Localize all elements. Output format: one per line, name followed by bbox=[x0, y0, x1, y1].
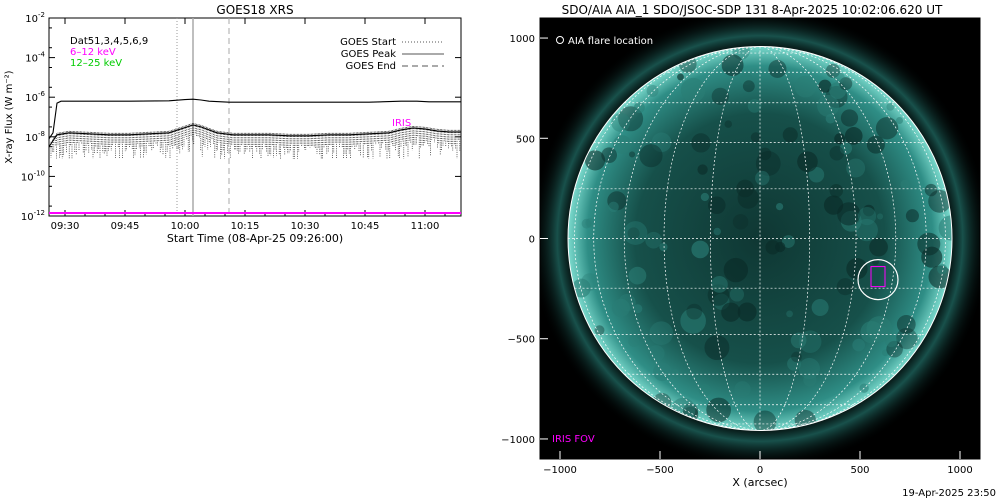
x-tick-label: 10:45 bbox=[351, 221, 380, 232]
flare-location-legend-icon bbox=[556, 36, 564, 44]
legend-left-entry: 6–12 keV bbox=[70, 47, 116, 58]
longitude-line bbox=[593, 46, 761, 431]
longitude-line bbox=[759, 46, 897, 431]
longitude-line bbox=[759, 46, 927, 431]
noise-spikes bbox=[50, 123, 461, 159]
x-tick-label: −500 bbox=[646, 465, 673, 476]
iris-fov-box bbox=[870, 266, 886, 288]
goes-plot-frame bbox=[48, 17, 462, 217]
y-tick-label: 1000 bbox=[510, 34, 535, 45]
y-tick-label: −1000 bbox=[501, 435, 535, 446]
x-tick-label: 10:30 bbox=[291, 221, 320, 232]
goes-x-axis: 09:30 09:45 10:00 10:15 10:30 10:45 11:00 bbox=[51, 18, 446, 232]
longitude-line bbox=[663, 46, 761, 431]
y-tick-label: 10-4 bbox=[25, 51, 45, 65]
y-tick-label: 0 bbox=[529, 235, 535, 246]
longitude-line bbox=[759, 46, 811, 431]
legend-left-entry: Dat51,3,4,5,6,9 bbox=[70, 36, 148, 47]
y-tick-label: 10-10 bbox=[21, 169, 45, 183]
aia-x-axis-label: X (arcsec) bbox=[732, 476, 787, 489]
goes-y-axis-label: X-ray Flux (W m⁻²) bbox=[4, 70, 15, 163]
aia-x-axis: −1000 −500 0 500 1000 bbox=[543, 451, 973, 476]
goes-y-axis: 10-12 10-10 10-8 10-6 10-4 10-2 bbox=[21, 11, 461, 223]
legend-right-entry: GOES End bbox=[346, 61, 396, 72]
x-tick-label: 11:00 bbox=[411, 221, 440, 232]
longitude-line bbox=[623, 46, 761, 431]
goes-series-1 bbox=[49, 124, 461, 148]
legend-right-entry: GOES Start bbox=[340, 37, 396, 48]
goes-series-0 bbox=[49, 98, 461, 140]
iris-fov-label: IRIS FOV bbox=[552, 434, 595, 445]
x-tick-label: 1000 bbox=[947, 465, 972, 476]
solar-limb bbox=[567, 46, 953, 431]
goes-x-axis-label: Start Time (08-Apr-25 09:26:00) bbox=[167, 232, 343, 245]
x-tick-label: 10:15 bbox=[231, 221, 260, 232]
footer-timestamp: 19-Apr-2025 23:50 bbox=[902, 488, 996, 499]
y-tick-label: 10-8 bbox=[25, 130, 45, 144]
x-tick-label: 500 bbox=[850, 465, 869, 476]
y-tick-label: −500 bbox=[508, 335, 535, 346]
y-tick-label: 10-6 bbox=[25, 90, 45, 104]
aia-y-axis: −1000 −500 0 500 1000 bbox=[501, 34, 548, 446]
aia-chart-title: SDO/AIA AIA_1 SDO/JSOC-SDP 131 8-Apr-202… bbox=[562, 3, 943, 17]
x-tick-label: −1000 bbox=[543, 465, 577, 476]
legend-right-entry: GOES Peak bbox=[341, 49, 396, 60]
x-tick-label: 10:00 bbox=[171, 221, 200, 232]
y-tick-label: 10-12 bbox=[21, 209, 45, 223]
flare-location-circle bbox=[857, 258, 899, 301]
longitude-line bbox=[709, 46, 761, 431]
longitude-line bbox=[759, 46, 946, 431]
aia-legend-text: AIA flare location bbox=[568, 36, 653, 47]
y-tick-label: 10-2 bbox=[25, 11, 45, 25]
goes-xrs-chart: GOES18 XRS 10-12 10-10 10-8 10-6 10-4 10-2 09… bbox=[4, 3, 462, 245]
iris-annotation: IRIS bbox=[392, 118, 411, 129]
y-tick-label: 500 bbox=[516, 134, 535, 145]
x-tick-label: 0 bbox=[757, 465, 763, 476]
legend-left-entry: 12–25 keV bbox=[70, 58, 122, 69]
aia-image-chart: SDO/AIA AIA_1 SDO/JSOC-SDP 131 8-Apr-202… bbox=[501, 3, 981, 489]
goes-chart-title: GOES18 XRS bbox=[216, 3, 293, 17]
longitude-line bbox=[759, 46, 857, 431]
longitude-line bbox=[574, 46, 761, 431]
x-tick-label: 09:45 bbox=[111, 221, 140, 232]
aia-legend: AIA flare location bbox=[556, 36, 653, 47]
x-tick-label: 09:30 bbox=[51, 221, 80, 232]
